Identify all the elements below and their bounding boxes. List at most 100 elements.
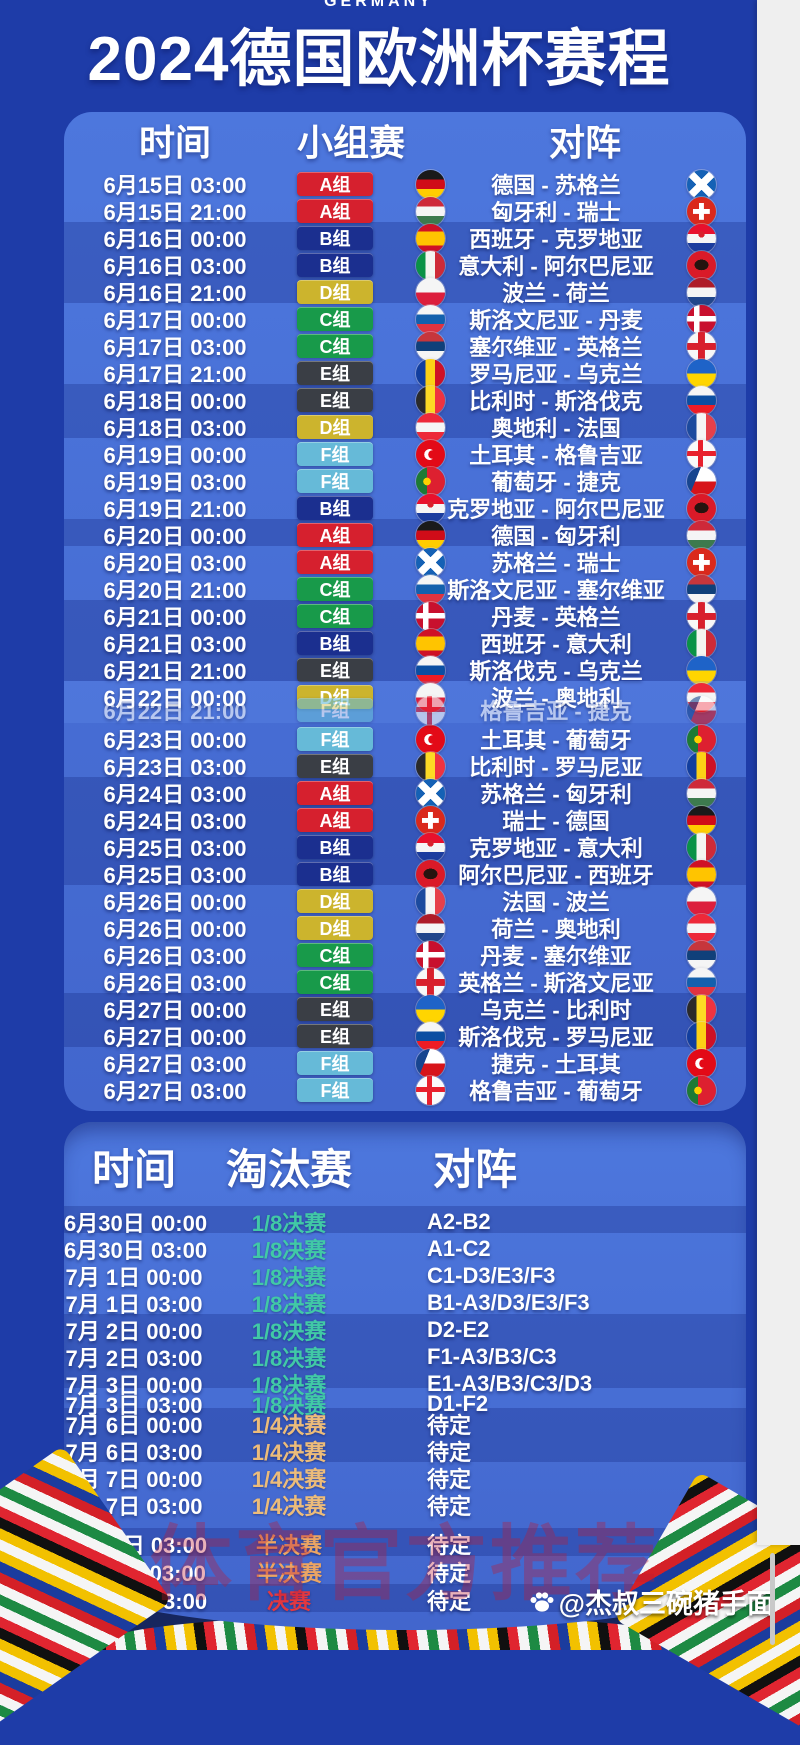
group-match-row: 6月27日 03:00 F组 捷克 - 土耳其: [64, 1047, 746, 1078]
matchup-text: 斯洛伐克 - 罗马尼亚: [458, 1025, 654, 1050]
group-badge: C组: [297, 307, 373, 331]
match-time: 6月22日 00:00: [103, 686, 247, 711]
matchup-text: 捷克 - 土耳其: [491, 1052, 621, 1077]
group-badge: F组: [297, 1051, 373, 1075]
group-badge: F组: [297, 469, 373, 493]
belgium-flag: [415, 385, 445, 415]
group-badge: C组: [297, 604, 373, 628]
group-badge: A组: [297, 523, 373, 547]
portugal-flag: [415, 466, 445, 496]
slovenia-flag: [415, 574, 445, 604]
matchup-text: 罗马尼亚 - 乌克兰: [469, 362, 643, 387]
match-time: 6月17日 00:00: [103, 308, 247, 333]
match-time: 6月27日 00:00: [103, 1025, 247, 1050]
stage-label: 1/4决赛: [251, 1413, 327, 1438]
group-match-row: 6月21日 21:00 E组 斯洛伐克 - 乌克兰: [64, 654, 746, 685]
match-time: 7月 2日 03:00: [65, 1346, 203, 1371]
knockout-match-row: 6月30日 03:00 1/8决赛 A1-C2: [64, 1233, 746, 1263]
group-match-row: 6月23日 00:00 F组 土耳其 - 葡萄牙: [64, 723, 746, 754]
stage-label: 1/4决赛: [251, 1494, 327, 1519]
denmark-flag: [415, 940, 445, 970]
match-time: 7月 2日 00:00: [65, 1319, 203, 1344]
matchup-text: 英格兰 - 斯洛文尼亚: [458, 971, 654, 996]
denmark-flag: [415, 601, 445, 631]
matchup-text: 匈牙利 - 瑞士: [491, 200, 621, 225]
portugal-flag: [686, 1075, 716, 1105]
group-table-header: 时间 小组赛 对阵: [64, 112, 746, 168]
group-match-row: 6月15日 21:00 A组 匈牙利 - 瑞士: [64, 195, 746, 226]
matchup-text: 波兰 - 荷兰: [502, 281, 610, 306]
czech-flag: [686, 695, 716, 725]
matchup-text: 意大利 - 阿尔巴尼亚: [458, 254, 654, 279]
matchup-text: 波兰 - 奥地利: [491, 686, 621, 711]
hungary-flag: [415, 196, 445, 226]
germany-label: GERMANY: [324, 0, 434, 10]
georgia-flag: [415, 1075, 445, 1105]
group-badge: B组: [297, 496, 373, 520]
matchup-text: C1-D3/E3/F3: [427, 1263, 556, 1288]
stage-label: 1/8决赛: [251, 1265, 327, 1290]
paw-icon: [528, 1588, 556, 1616]
matchup-text: 土耳其 - 葡萄牙: [480, 728, 632, 753]
group-match-row: 6月26日 00:00 D组 荷兰 - 奥地利: [64, 912, 746, 943]
matchup-text: 斯洛伐克 - 乌克兰: [469, 659, 643, 684]
knockout-match-row: 7月 6日 00:00 1/4决赛 待定: [64, 1408, 746, 1438]
matchup-text: 斯洛文尼亚 - 塞尔维亚: [447, 578, 665, 603]
matchup-text: 丹麦 - 塞尔维亚: [480, 944, 632, 969]
knockout-header-time: 时间: [91, 1145, 176, 1193]
scotland-flag: [415, 547, 445, 577]
group-badge: B组: [297, 862, 373, 886]
matchup-text: 待定: [427, 1413, 472, 1438]
match-time: 6月16日 03:00: [103, 254, 247, 279]
romania-flag: [686, 1021, 716, 1051]
group-match-row: 6月26日 03:00 C组 英格兰 - 斯洛文尼亚: [64, 966, 746, 997]
group-rows: 6月15日 03:00 A组 德国 - 苏格兰 6月15日 21:00 A组 匈牙利 - …: [64, 168, 746, 1105]
match-time: 6月26日 00:00: [103, 917, 247, 942]
germany-flag: [415, 520, 445, 550]
matchup-text: 格鲁吉亚 - 捷克: [480, 699, 632, 724]
group-match-row: 6月26日 03:00 C组 丹麦 - 塞尔维亚: [64, 939, 746, 970]
knockout-match-row: 7月 6日 03:00 1/4决赛 待定: [64, 1435, 746, 1465]
match-time: 6月19日 03:00: [103, 470, 247, 495]
group-badge: C组: [297, 943, 373, 967]
credit-text: @杰叔三碗猪手面: [558, 1589, 774, 1619]
stage-label: 1/8决赛: [251, 1292, 327, 1317]
match-time: 6月21日 03:00: [103, 632, 247, 657]
group-badge: F组: [297, 698, 373, 722]
turkey-flag: [415, 724, 445, 754]
matchup-text: 斯洛文尼亚 - 丹麦: [469, 308, 643, 333]
group-badge: B组: [297, 226, 373, 250]
group-badge: E组: [297, 388, 373, 412]
knockout-match-row: 7月 3日 00:00 1/8决赛 E1-A3/B3/C3/D3: [64, 1368, 746, 1398]
scotland-flag: [686, 169, 716, 199]
match-time: 6月25日 03:00: [103, 863, 247, 888]
knockout-header-matchup: 对阵: [433, 1145, 518, 1193]
matchup-text: 德国 - 匈牙利: [491, 524, 621, 549]
knockout-rows: 6月30日 00:00 1/8决赛 A2-B2 6月30日 03:00 1/8决赛 A1-…: [64, 1206, 746, 1614]
knockout-stage-table: 时间 淘汰赛 对阵 6月30日 00:00 1/8决赛 A2-B2 6月30日 03:…: [64, 1122, 746, 1630]
match-time: 6月15日 03:00: [103, 173, 247, 198]
poland-flag: [415, 277, 445, 307]
group-badge: B组: [297, 835, 373, 859]
albania-flag: [415, 859, 445, 889]
match-time: 6月20日 03:00: [103, 551, 247, 576]
albania-flag: [686, 493, 716, 523]
group-badge: B组: [297, 253, 373, 277]
stage-label: 半决赛: [255, 1561, 322, 1586]
scrollbar-thumb[interactable]: [770, 1553, 775, 1645]
matchup-text: 比利时 - 罗马尼亚: [469, 755, 643, 780]
scotland-flag: [415, 778, 445, 808]
germany-flag: [415, 169, 445, 199]
group-match-row: 6月20日 21:00 C组 斯洛文尼亚 - 塞尔维亚: [64, 573, 746, 604]
group-match-row: 6月16日 03:00 B组 意大利 - 阿尔巴尼亚: [64, 249, 746, 280]
matchup-text: 土耳其 - 格鲁吉亚: [469, 443, 643, 468]
serbia-flag: [415, 331, 445, 361]
germany-flag: [686, 805, 716, 835]
match-time: 6月27日 00:00: [103, 998, 247, 1023]
knockout-match-row: 7月10日 03:00 半决赛 待定: [64, 1528, 746, 1558]
croatia-flag: [415, 832, 445, 862]
match-time: 6月24日 03:00: [103, 782, 247, 807]
denmark-flag: [686, 304, 716, 334]
matchup-text: 待定: [427, 1467, 472, 1492]
england-flag: [686, 601, 716, 631]
